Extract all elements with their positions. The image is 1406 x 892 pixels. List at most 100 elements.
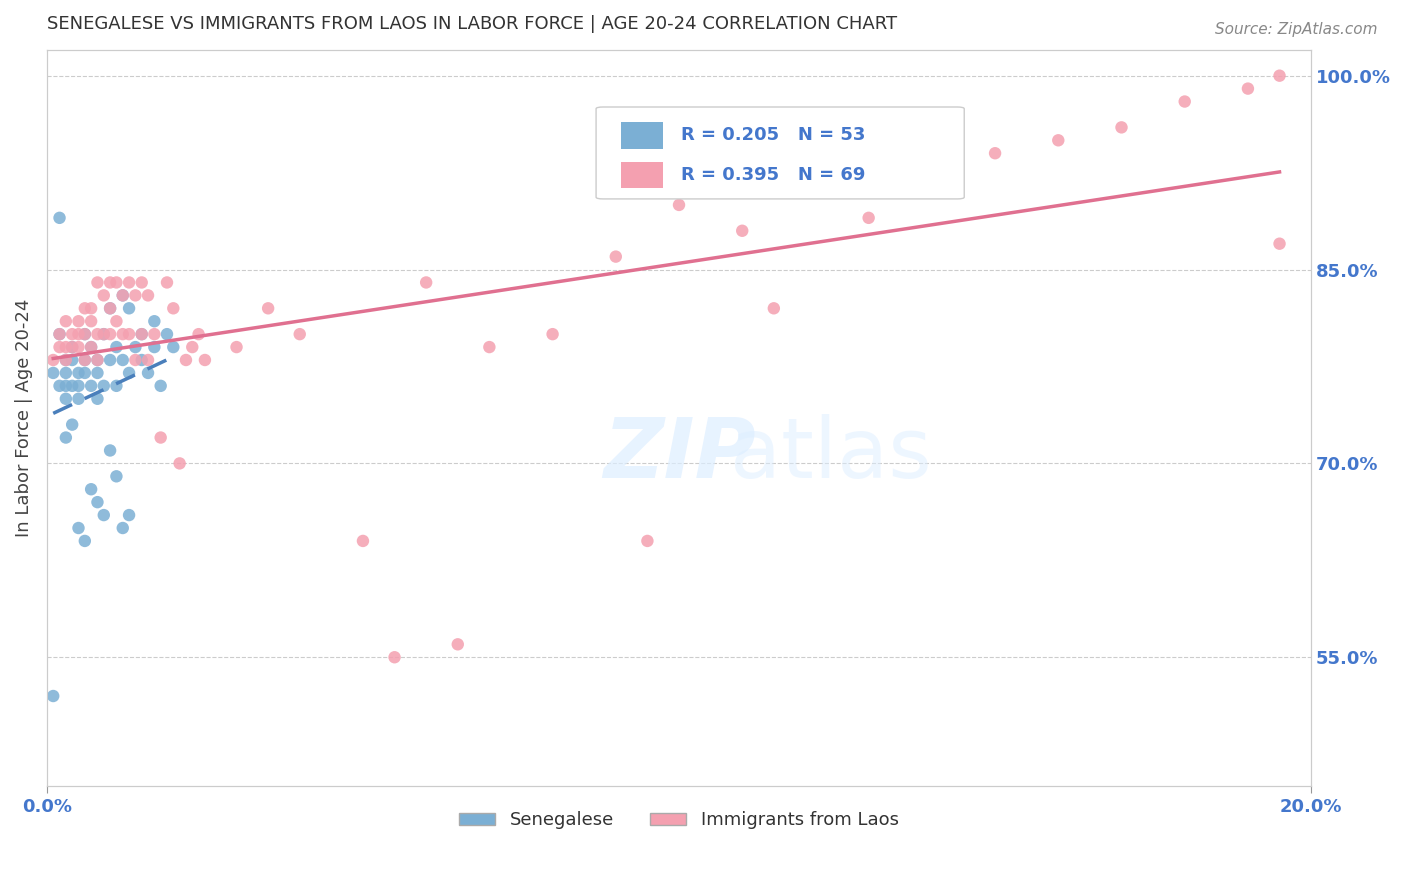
Point	[98, 327, 121, 342]
Point	[1237, 81, 1260, 95]
Point	[73, 533, 96, 548]
Point	[111, 327, 134, 342]
Point	[98, 276, 121, 290]
Point	[60, 340, 83, 354]
Point	[98, 301, 121, 316]
Point	[143, 327, 166, 342]
Point	[60, 340, 83, 354]
Point	[93, 327, 115, 342]
Point	[858, 211, 880, 225]
Point	[1268, 236, 1291, 251]
Point	[73, 327, 96, 342]
Point	[93, 288, 115, 302]
Point	[67, 314, 90, 328]
Point	[73, 353, 96, 368]
Point	[55, 353, 77, 368]
Point	[136, 288, 159, 302]
Point	[143, 340, 166, 354]
Point	[67, 327, 90, 342]
Point	[80, 301, 103, 316]
Point	[55, 314, 77, 328]
Point	[1268, 69, 1291, 83]
Point	[794, 172, 817, 186]
Point	[762, 301, 785, 316]
Point	[48, 327, 70, 342]
Point	[118, 301, 141, 316]
Point	[149, 431, 172, 445]
Point	[86, 392, 108, 406]
Point	[118, 327, 141, 342]
Point	[55, 379, 77, 393]
Text: SENEGALESE VS IMMIGRANTS FROM LAOS IN LABOR FORCE | AGE 20-24 CORRELATION CHART: SENEGALESE VS IMMIGRANTS FROM LAOS IN LA…	[46, 15, 897, 33]
Point	[105, 379, 128, 393]
Point	[60, 379, 83, 393]
Point	[48, 340, 70, 354]
Point	[288, 327, 311, 342]
Point	[131, 276, 153, 290]
Point	[731, 224, 754, 238]
Point	[1174, 95, 1197, 109]
Point	[80, 482, 103, 496]
Point	[73, 353, 96, 368]
Point	[131, 353, 153, 368]
Point	[111, 288, 134, 302]
Y-axis label: In Labor Force | Age 20-24: In Labor Force | Age 20-24	[15, 299, 32, 537]
Point	[162, 340, 184, 354]
Point	[478, 340, 501, 354]
Text: atlas: atlas	[730, 415, 932, 495]
Point	[136, 366, 159, 380]
Point	[169, 456, 191, 470]
Point	[42, 689, 65, 703]
Point	[181, 340, 204, 354]
Point	[73, 366, 96, 380]
Point	[111, 288, 134, 302]
Point	[1047, 133, 1070, 147]
Point	[60, 353, 83, 368]
Point	[86, 353, 108, 368]
Point	[105, 276, 128, 290]
Point	[67, 379, 90, 393]
Point	[984, 146, 1007, 161]
Point	[86, 366, 108, 380]
Point	[105, 469, 128, 483]
Point	[67, 340, 90, 354]
Point	[111, 521, 134, 535]
Point	[636, 533, 658, 548]
Point	[124, 340, 146, 354]
Point	[73, 327, 96, 342]
Point	[60, 417, 83, 432]
Point	[67, 392, 90, 406]
Point	[415, 276, 437, 290]
Point	[86, 327, 108, 342]
Point	[118, 508, 141, 522]
Point	[105, 314, 128, 328]
Point	[156, 276, 179, 290]
Text: ZIP: ZIP	[603, 415, 755, 495]
Point	[124, 288, 146, 302]
Point	[447, 637, 470, 651]
Point	[80, 340, 103, 354]
Point	[80, 314, 103, 328]
Point	[105, 340, 128, 354]
Point	[1111, 120, 1133, 135]
Point	[111, 353, 134, 368]
Point	[86, 353, 108, 368]
Point	[48, 211, 70, 225]
Point	[86, 495, 108, 509]
Point	[93, 327, 115, 342]
Point	[149, 379, 172, 393]
Point	[42, 353, 65, 368]
Point	[131, 327, 153, 342]
Point	[225, 340, 247, 354]
Point	[118, 276, 141, 290]
Point	[118, 366, 141, 380]
Point	[67, 521, 90, 535]
Point	[174, 353, 197, 368]
Point	[668, 198, 690, 212]
Point	[48, 379, 70, 393]
Point	[352, 533, 374, 548]
Point	[187, 327, 209, 342]
Point	[80, 340, 103, 354]
Point	[55, 392, 77, 406]
Point	[194, 353, 217, 368]
